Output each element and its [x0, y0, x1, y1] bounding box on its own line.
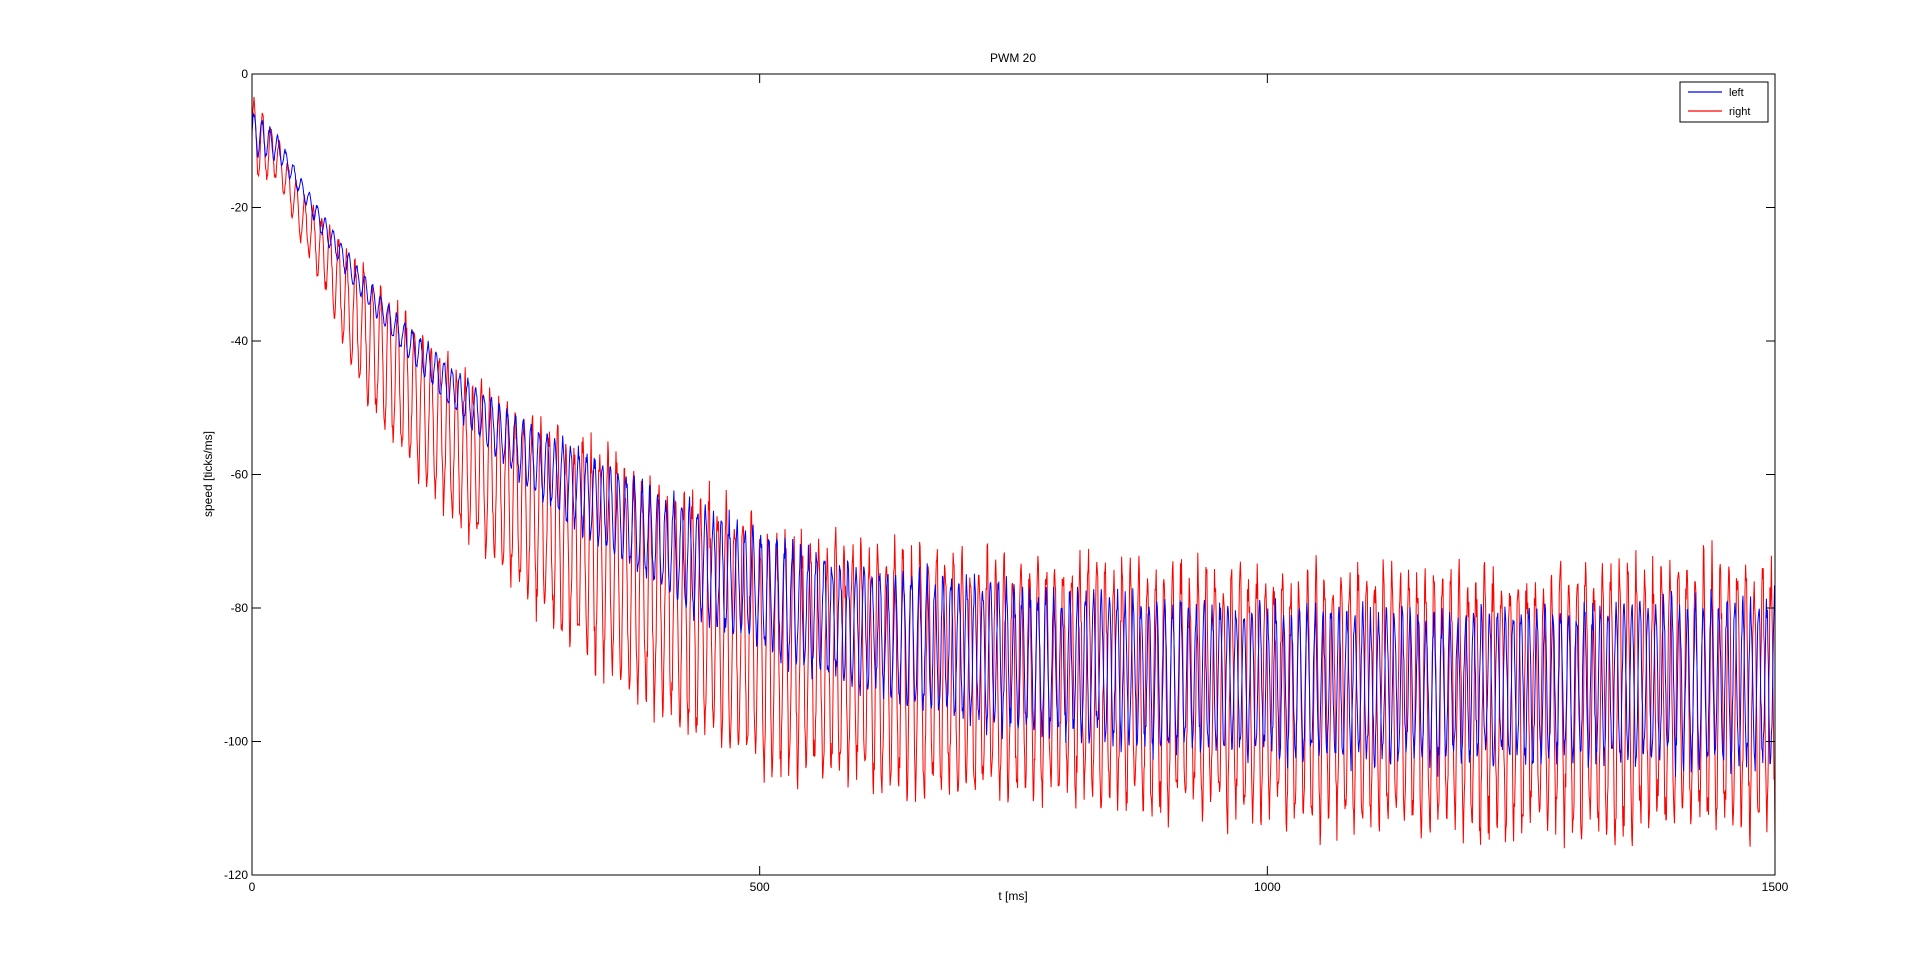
legend-label-right: right	[1729, 106, 1750, 118]
legend-box	[1679, 81, 1769, 123]
series-line-left	[252, 112, 1775, 777]
y-tick-label: -60	[231, 468, 249, 482]
y-tick-label: -100	[224, 735, 248, 749]
x-tick-label: 1000	[1254, 880, 1281, 894]
y-tick-label: -80	[231, 601, 249, 615]
x-axis-label: t [ms]	[998, 889, 1027, 903]
legend: left right	[1679, 81, 1769, 123]
axis-ticks: 0 500 1000 1500 0 -20 -40 -60 -80 -100 -120	[224, 67, 1789, 894]
series-layer	[252, 96, 1775, 849]
legend-label-left: left	[1729, 87, 1744, 99]
x-tick-label: 1500	[1762, 880, 1789, 894]
y-axis-label: speed [ticks/ms]	[201, 431, 215, 517]
x-tick-label: 0	[249, 880, 256, 894]
x-tick-label: 500	[750, 880, 770, 894]
y-tick-label: -20	[231, 201, 249, 215]
chart-title: PWM 20	[990, 51, 1036, 65]
y-tick-label: 0	[241, 67, 248, 81]
y-tick-label: -40	[231, 334, 249, 348]
y-tick-label: -120	[224, 868, 248, 882]
